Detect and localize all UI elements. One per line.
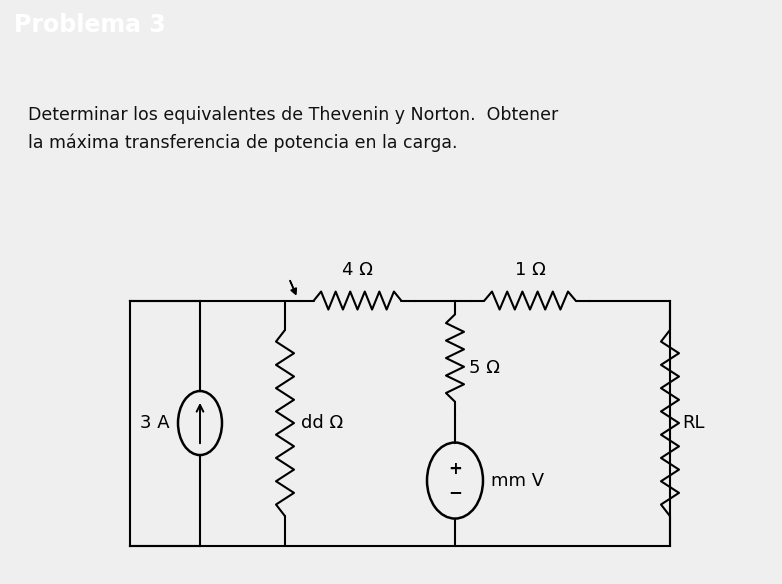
- Text: −: −: [448, 482, 462, 500]
- Text: mm V: mm V: [491, 471, 544, 489]
- Text: +: +: [448, 460, 462, 478]
- FancyArrow shape: [290, 280, 296, 294]
- Text: 4 Ω: 4 Ω: [342, 260, 373, 279]
- Text: la máxima transferencia de potencia en la carga.: la máxima transferencia de potencia en l…: [28, 134, 457, 152]
- Text: 1 Ω: 1 Ω: [515, 260, 545, 279]
- Text: 3 A: 3 A: [141, 414, 170, 432]
- Text: Determinar los equivalentes de Thevenin y Norton.  Obtener: Determinar los equivalentes de Thevenin …: [28, 106, 558, 124]
- Text: Problema 3: Problema 3: [14, 13, 166, 37]
- Text: dd Ω: dd Ω: [301, 414, 343, 432]
- Text: 5 Ω: 5 Ω: [469, 359, 500, 377]
- Text: RL: RL: [682, 414, 705, 432]
